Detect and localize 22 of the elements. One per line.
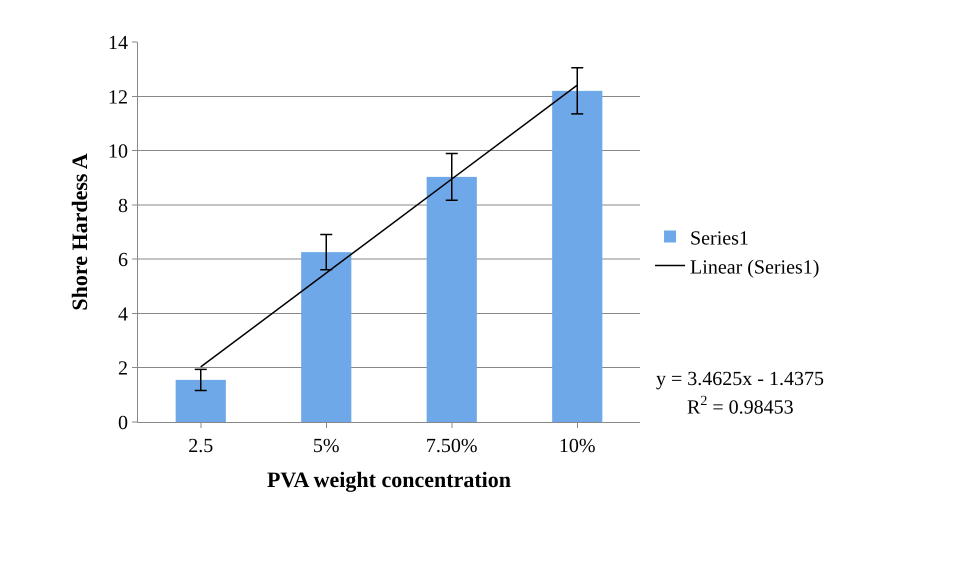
text: y = 3.4625x - 1.4375 [656,368,824,390]
y-tick-label: 12 [108,86,128,108]
y-tick-label: 14 [108,32,128,54]
bar [301,252,352,422]
y-tick-label: 2 [118,358,128,380]
text: R$^{2}$ = 0.98453 [687,394,794,418]
y-axis-title: Shore Hardess A [66,153,92,311]
bar [426,176,477,422]
y-tick-label: 4 [118,303,128,326]
x-tick-label: 5% [312,435,340,457]
legend-label: Linear (Series1) [690,256,820,278]
y-tick-label: 6 [118,249,128,272]
y-tick-label: 8 [118,194,128,217]
x-tick-label: 10% [558,435,596,457]
legend-label: Series1 [690,227,749,250]
bar [176,380,226,422]
x-tick-label: 2.5 [188,435,214,457]
x-tick-label: 7.50% [426,435,478,457]
x-axis-title: PVA weight concentration [266,466,512,492]
y-tick-label: 10 [108,140,128,163]
y-tick-label: 0 [118,412,128,434]
bar [552,90,602,422]
